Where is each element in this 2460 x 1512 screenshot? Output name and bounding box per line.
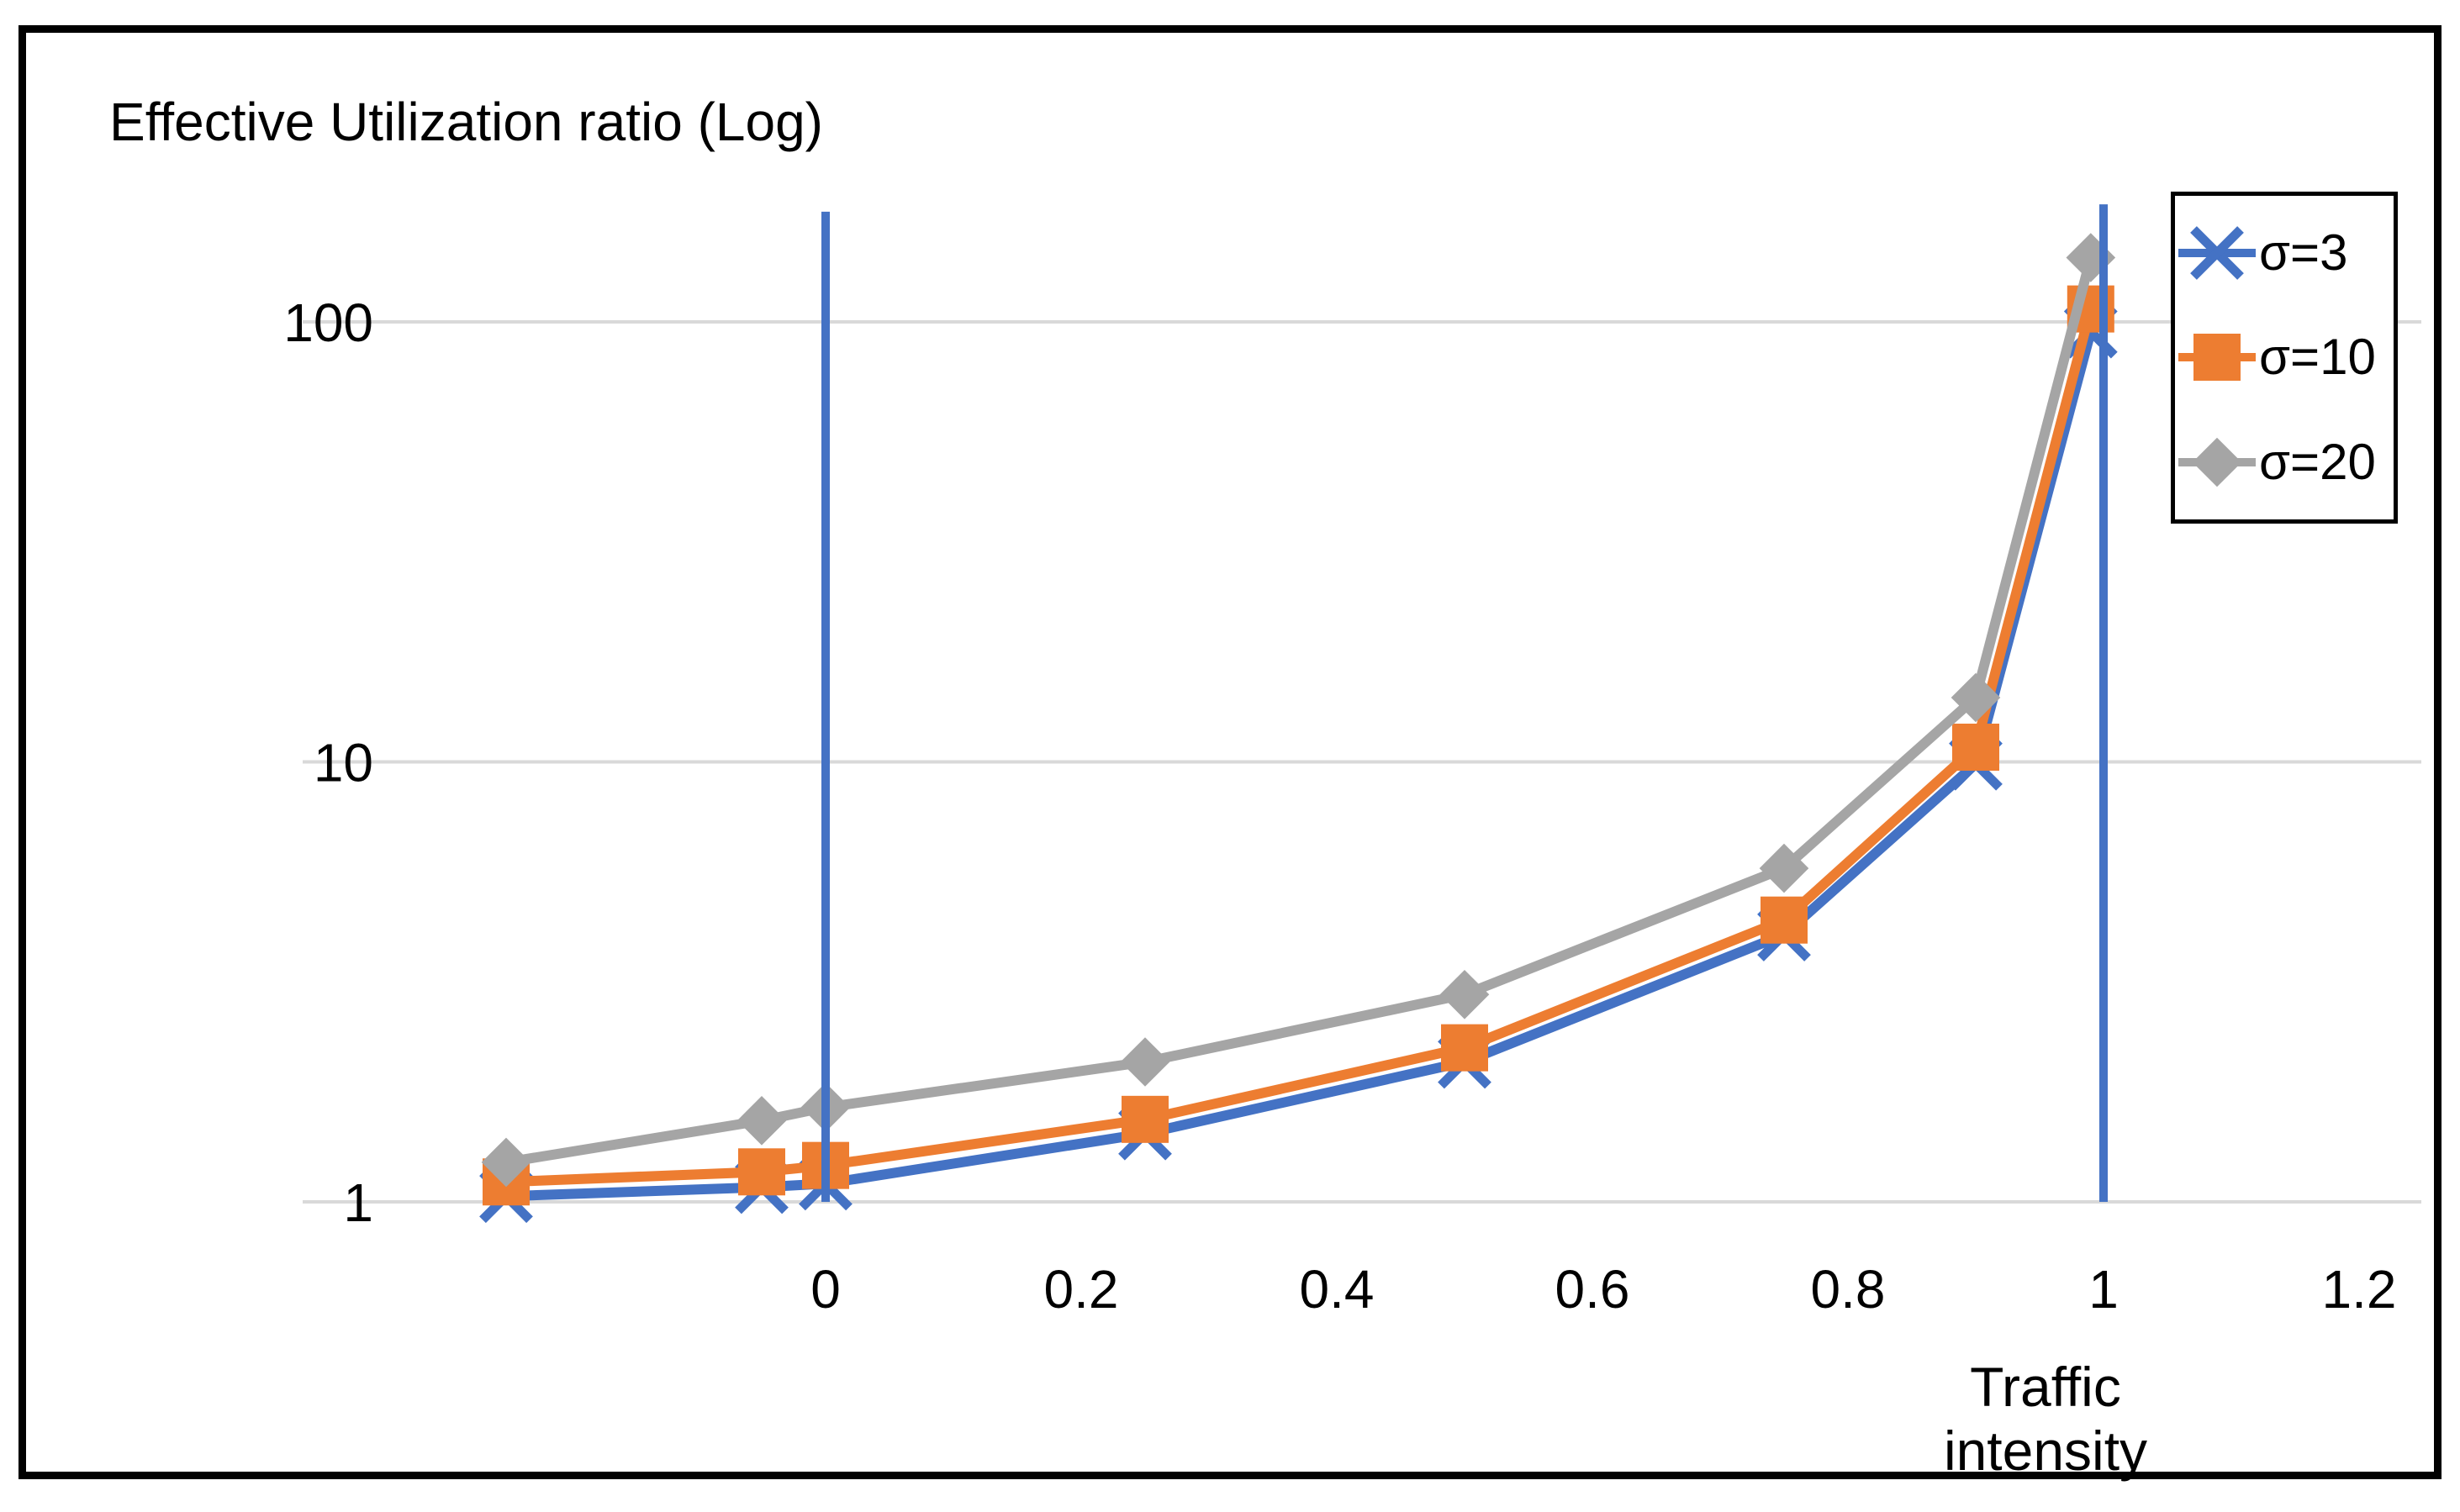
- square-marker-icon: [1761, 896, 1808, 944]
- legend-label: σ=3: [2259, 224, 2348, 282]
- x-axis-tick-label: 0: [810, 1259, 841, 1320]
- legend-entry-sigma3: σ=3: [2175, 203, 2394, 303]
- legend-label: σ=20: [2259, 433, 2376, 490]
- diamond-marker-icon: [481, 1137, 531, 1188]
- square-marker-icon: [738, 1148, 785, 1196]
- square-marker-icon: [2178, 334, 2256, 382]
- x-axis-tick-label: 1: [2088, 1259, 2119, 1320]
- x-axis-tick-label: 1.2: [2322, 1259, 2397, 1320]
- square-marker-icon: [1122, 1095, 1169, 1143]
- legend-entry-sigma20: σ=20: [2175, 412, 2394, 513]
- series-line: [505, 330, 2096, 1202]
- square-marker-icon: [2193, 334, 2241, 382]
- chart-title: Effective Utilization ratio (Log): [109, 92, 823, 152]
- diamond-marker-icon: [2066, 233, 2116, 282]
- square-marker-icon: [1952, 724, 1999, 772]
- x-axis-tick-label: 0.6: [1555, 1259, 1630, 1320]
- x-marker-icon: [2190, 226, 2244, 281]
- x-axis-title: Traffic intensity: [1943, 1356, 2148, 1482]
- y-axis-tick-label: 10: [314, 733, 373, 793]
- diamond-marker-icon: [2192, 437, 2242, 487]
- chart-outer-border: [18, 25, 2442, 1479]
- x-marker-icon: [2178, 226, 2256, 281]
- square-marker-icon: [1441, 1024, 1488, 1072]
- x-axis-tick-label: 0.2: [1044, 1259, 1119, 1320]
- series-line: [505, 308, 2096, 1188]
- diamond-marker-icon: [736, 1096, 787, 1146]
- diamond-marker-icon: [2178, 437, 2256, 487]
- x-axis-tick-label: 0.4: [1300, 1259, 1375, 1320]
- series-line: [505, 256, 2096, 1167]
- legend-label: σ=10: [2259, 329, 2376, 386]
- legend: σ=3 σ=10 σ=20: [2171, 192, 2398, 524]
- y-axis-tick-label: 100: [283, 292, 373, 353]
- diamond-marker-icon: [1120, 1037, 1170, 1087]
- legend-entry-sigma10: σ=10: [2175, 307, 2394, 408]
- x-axis-tick-label: 0.8: [1811, 1259, 1886, 1320]
- diamond-marker-icon: [1439, 969, 1490, 1019]
- y-axis-tick-label: 1: [343, 1172, 373, 1233]
